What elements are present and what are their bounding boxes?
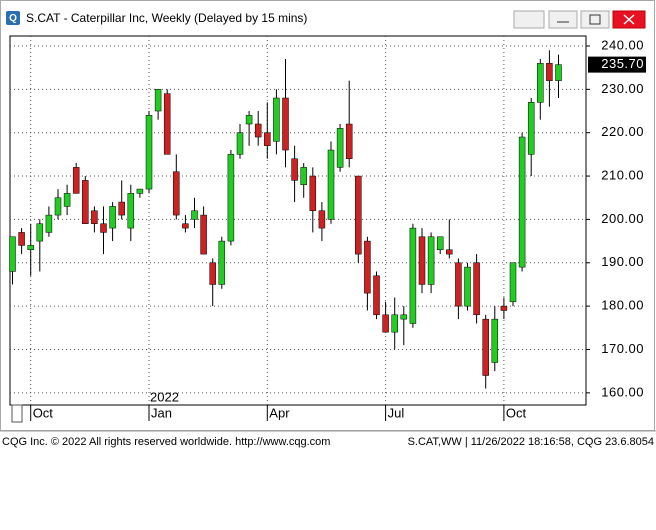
candle-body — [291, 158, 298, 181]
y-tick-label: 180.00 — [601, 298, 644, 313]
candle-body — [54, 197, 62, 216]
candle-body — [464, 266, 471, 307]
scroll-box[interactable] — [11, 404, 23, 423]
candle-body — [345, 123, 353, 159]
candle-body — [373, 275, 380, 316]
candle-body — [546, 63, 553, 81]
candle-body — [400, 314, 408, 320]
candle-body — [127, 193, 135, 229]
candle-body — [163, 93, 171, 155]
candle-body — [118, 201, 125, 216]
candle-body — [391, 314, 398, 333]
candle-body — [264, 132, 271, 146]
candle-body — [209, 262, 216, 285]
x-tick-label: Oct — [33, 405, 54, 420]
y-tick-label: 220.00 — [601, 124, 644, 139]
x-tick-label: Jan — [151, 405, 172, 420]
candle-body — [63, 193, 71, 207]
candle-body — [136, 188, 144, 194]
candle-body — [82, 180, 89, 225]
candle-body — [91, 210, 98, 225]
y-tick-label: 170.00 — [601, 341, 644, 356]
candle-body — [227, 154, 235, 242]
plot-area — [9, 35, 587, 406]
last-price-label: 235.70 — [601, 56, 644, 71]
candle-body — [27, 245, 34, 251]
candle-body — [72, 167, 80, 194]
year-label: 2022 — [150, 389, 179, 404]
candle-body — [482, 318, 489, 376]
candle-body — [200, 214, 207, 255]
y-tick-label: 160.00 — [601, 384, 644, 399]
x-tick-label: Apr — [269, 405, 290, 420]
candle-body — [218, 240, 226, 285]
candle-body — [9, 236, 16, 272]
x-tick-label: Oct — [506, 405, 527, 420]
candle-body — [145, 115, 153, 190]
last-price-box — [588, 56, 646, 73]
candle-body — [327, 149, 335, 220]
candle-body — [500, 305, 508, 311]
candle-body — [18, 232, 25, 246]
app-icon — [6, 11, 20, 25]
candle-body — [427, 236, 435, 285]
candle-body — [527, 102, 535, 155]
candle-body — [191, 210, 198, 220]
app-icon-letter: Q — [9, 13, 17, 24]
y-tick-label: 190.00 — [601, 254, 644, 269]
maximize-icon — [589, 14, 601, 25]
link-button[interactable] — [513, 10, 545, 29]
window-title: S.CAT - Caterpillar Inc, Weekly (Delayed… — [26, 11, 307, 25]
candle-body — [436, 236, 444, 251]
candle-body — [173, 171, 180, 216]
candle-body — [100, 223, 107, 233]
candle-body — [418, 236, 426, 285]
candle-body — [364, 240, 371, 294]
candle-body — [382, 314, 389, 333]
candle-body — [409, 227, 417, 324]
candle-body — [537, 63, 544, 103]
candle-body — [236, 132, 244, 155]
candle-body — [245, 115, 253, 125]
candle-body — [491, 318, 499, 363]
candle-body — [555, 64, 562, 81]
candle-body — [45, 214, 53, 233]
candle-body — [518, 136, 526, 268]
candle-body — [154, 89, 162, 112]
candle-body — [182, 223, 189, 229]
candle-body — [446, 249, 453, 255]
candle-body — [273, 97, 280, 142]
candle-body — [336, 128, 344, 168]
y-tick-label: 230.00 — [601, 81, 644, 96]
candle-body — [473, 262, 480, 316]
candle-body — [509, 262, 517, 303]
y-tick-label: 210.00 — [601, 167, 644, 182]
candle-body — [282, 97, 289, 151]
candle-body — [36, 223, 44, 242]
minimize-button[interactable] — [548, 10, 578, 29]
candle-body — [355, 175, 362, 255]
candle-body — [300, 167, 307, 185]
maximize-button[interactable] — [580, 10, 610, 29]
candle-body — [309, 175, 317, 211]
x-tick-label: Jul — [388, 405, 405, 420]
candle-body — [109, 206, 116, 229]
candle-body — [318, 210, 326, 229]
y-tick-label: 240.00 — [601, 37, 644, 52]
y-tick-label: 200.00 — [601, 211, 644, 226]
candle-body — [254, 123, 262, 138]
candle-body — [455, 262, 462, 307]
status-left: CQG Inc. © 2022 All rights reserved worl… — [2, 436, 330, 448]
close-icon — [623, 14, 635, 25]
status-right: S.CAT,WW | 11/26/2022 18:16:58, CQG 23.6… — [408, 436, 654, 448]
